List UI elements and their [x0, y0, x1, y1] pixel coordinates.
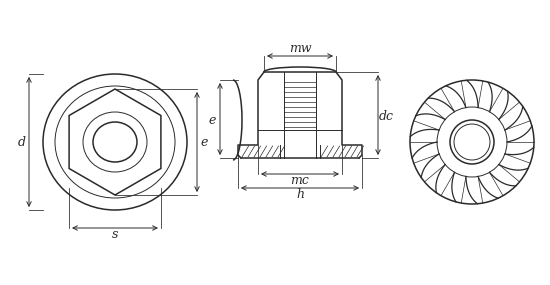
Text: e: e [200, 135, 208, 148]
Text: h: h [296, 188, 304, 201]
Text: d: d [18, 135, 26, 148]
Text: s: s [112, 229, 118, 241]
Text: mw: mw [289, 42, 311, 56]
Text: e: e [208, 113, 216, 127]
Text: mc: mc [290, 174, 310, 188]
Text: dc: dc [378, 109, 393, 123]
